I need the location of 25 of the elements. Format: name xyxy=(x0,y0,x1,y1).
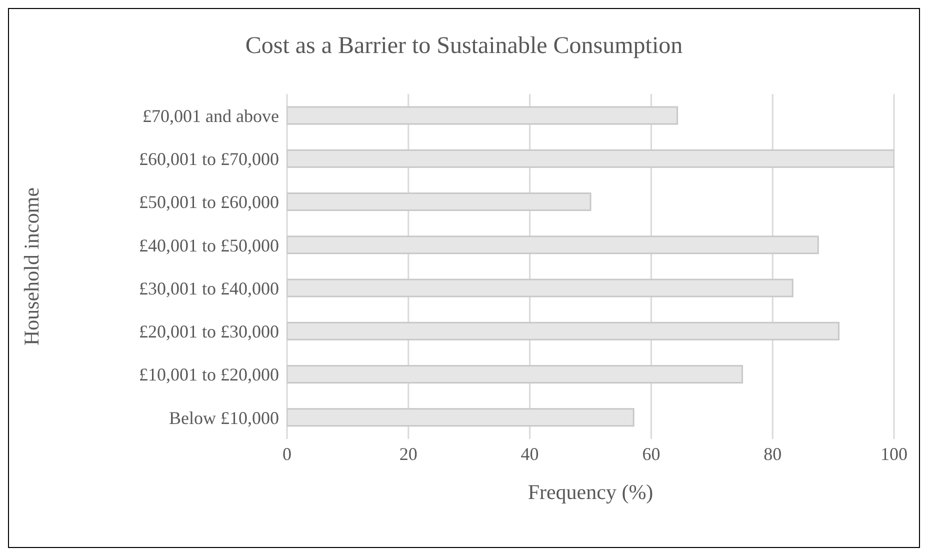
y-tick-label: £10,001 to £20,000 xyxy=(138,364,279,385)
y-tick-label: £70,001 and above xyxy=(142,106,280,126)
x-tick-label: 20 xyxy=(399,444,418,464)
bar xyxy=(287,106,678,125)
x-tick-label: 40 xyxy=(520,444,539,464)
bar xyxy=(287,278,794,298)
bar xyxy=(287,322,840,340)
y-tick-label: £30,001 to £40,000 xyxy=(138,278,279,298)
bar xyxy=(287,408,634,427)
x-tick-label: 80 xyxy=(764,444,782,464)
bar xyxy=(287,149,894,168)
x-tick-label: 60 xyxy=(642,444,660,464)
y-tick-label: Below £10,000 xyxy=(169,408,279,428)
y-tick-label: £20,001 to £30,000 xyxy=(138,322,279,342)
chart-title: Cost as a Barrier to Sustainable Consumption xyxy=(244,33,684,60)
x-tick-label: 100 xyxy=(880,444,908,464)
y-tick-label: £40,001 to £50,000 xyxy=(138,235,279,256)
y-tick-label: £50,001 to £60,000 xyxy=(138,192,279,212)
x-axis-title: Frequency (%) xyxy=(528,480,654,504)
y-tick-label: £60,001 to £70,000 xyxy=(138,149,279,170)
y-axis-title: Household income xyxy=(19,187,44,346)
x-tick-label: 0 xyxy=(282,444,292,464)
bar xyxy=(287,236,819,254)
bar xyxy=(287,192,592,211)
bar xyxy=(287,365,743,384)
